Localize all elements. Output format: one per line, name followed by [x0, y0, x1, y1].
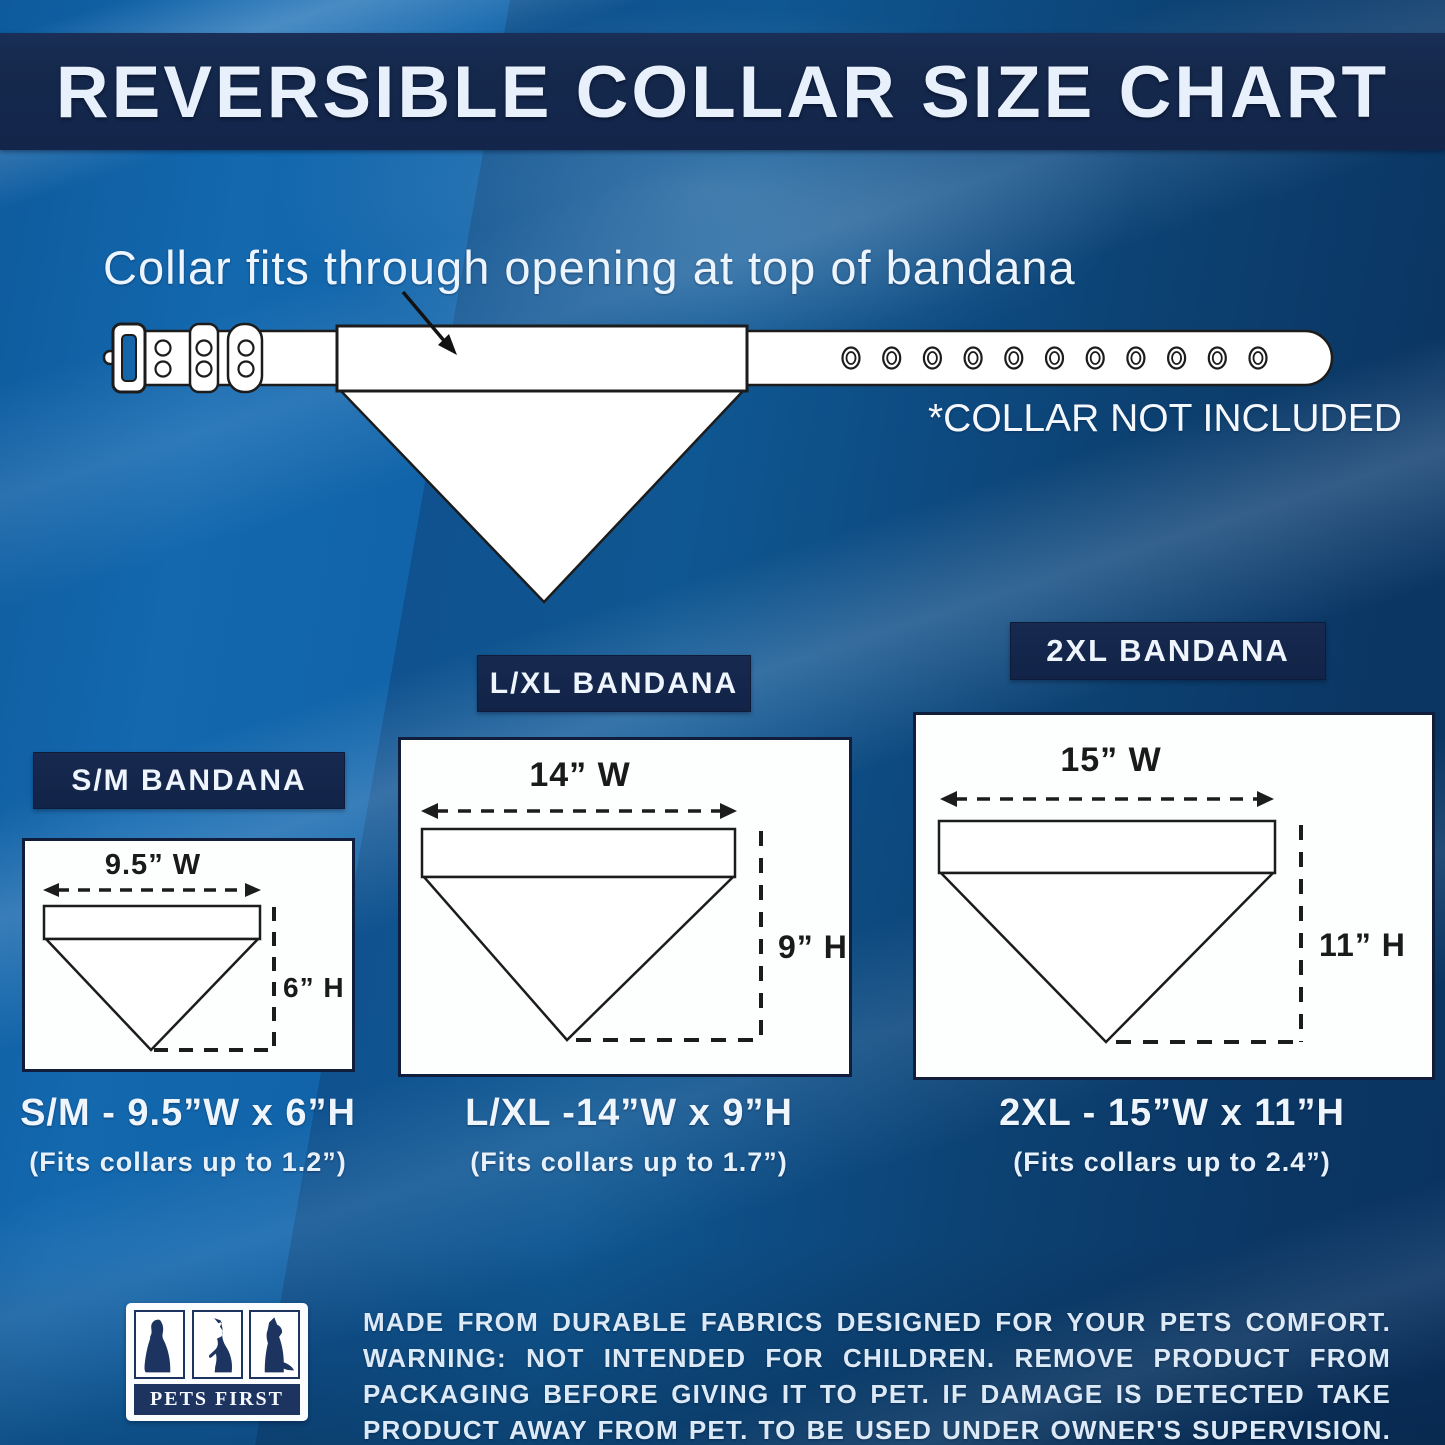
size-label-sm-text: S/M BANDANA [71, 763, 307, 797]
bandana-triangle [938, 871, 1276, 1044]
bandana-triangle [338, 389, 746, 604]
height-label-lxl: 9” H [778, 929, 848, 965]
size-label-lxl-text: L/XL BANDANA [489, 666, 739, 700]
pointer-arrow-icon [401, 290, 457, 355]
warning-line: PACKAGING BEFORE GIVING IT TO PET. IF DA… [363, 1379, 1391, 1409]
size-caption-sm: S/M - 9.5”W x 6”H [20, 1092, 356, 1134]
dog-silhouette-icon [208, 1318, 233, 1373]
dog-silhouette-icon [264, 1317, 294, 1373]
keeper-loop [226, 322, 264, 394]
logo-text-bar: PETS FIRST [134, 1384, 300, 1415]
arrowhead-right [245, 883, 261, 897]
logo-dog-frames [134, 1310, 300, 1379]
size-caption-2xl: 2XL - 15”W x 11”H [999, 1092, 1345, 1134]
size-diagram-2xl [937, 791, 1303, 1044]
size-label-2xl: 2XL BANDANA [1010, 622, 1326, 680]
collar-bandana-illustration [102, 290, 1334, 604]
bandana-triangle [421, 875, 737, 1042]
bandana-triangle [43, 937, 261, 1052]
size-fit-2xl: (Fits collars up to 2.4”) [1013, 1147, 1331, 1177]
dog-silhouette-icon [144, 1319, 170, 1373]
brand-logo: PETS FIRST [126, 1303, 308, 1421]
header-bar: REVERSIBLE COLLAR SIZE CHART [0, 33, 1445, 150]
warning-text: MADE FROM DURABLE FABRICS DESIGNED FOR Y… [363, 1304, 1391, 1445]
arrowhead-left [43, 883, 59, 897]
size-label-2xl-text: 2XL BANDANA [1046, 633, 1290, 668]
logo-frame [249, 1310, 300, 1379]
keeper-loop [188, 322, 220, 394]
collar-holes-right [841, 346, 1268, 370]
warning-line: MADE FROM DURABLE FABRICS DESIGNED FOR Y… [363, 1307, 1391, 1337]
height-label-2xl: 11” H [1319, 927, 1406, 963]
size-panel-2xl: 15” W 11” H [913, 712, 1435, 1080]
height-label-sm: 6” H [283, 972, 345, 1003]
arrowhead-right [1257, 791, 1274, 807]
warning-line: PRODUCT AWAY FROM PET. TO BE USED UNDER … [363, 1415, 1391, 1445]
collar-holes-left [154, 339, 255, 378]
logo-frame [191, 1310, 243, 1379]
size-fit-sm: (Fits collars up to 1.2”) [29, 1147, 347, 1177]
warning-line: WARNING: NOT INTENDED FOR CHILDREN. REMO… [363, 1343, 1391, 1373]
size-label-sm: S/M BANDANA [33, 752, 345, 809]
size-panel-lxl: 14” W 9” H [398, 737, 852, 1077]
size-panel-sm: 9.5” W 6” H [22, 838, 355, 1072]
width-label-lxl: 14” W [529, 756, 631, 794]
bandana-sleeve [42, 904, 262, 941]
arrowhead-right [720, 803, 737, 819]
arrowhead-left [421, 803, 438, 819]
width-label-2xl: 15” W [1060, 741, 1162, 779]
page-title: REVERSIBLE COLLAR SIZE CHART [55, 52, 1390, 133]
arrowhead-left [940, 791, 957, 807]
size-label-lxl: L/XL BANDANA [477, 655, 751, 712]
bandana-sleeve [335, 324, 749, 393]
logo-text: PETS FIRST [150, 1388, 284, 1410]
buckle-icon [111, 322, 147, 394]
width-label-sm: 9.5” W [104, 849, 202, 881]
size-diagram-sm [42, 883, 276, 1052]
bandana-sleeve [420, 827, 737, 879]
size-fit-lxl: (Fits collars up to 1.7”) [470, 1147, 788, 1177]
collar-not-included-note: *COLLAR NOT INCLUDED [928, 397, 1402, 440]
size-diagram-lxl [420, 803, 763, 1042]
size-caption-lxl: L/XL -14”W x 9”H [465, 1092, 793, 1134]
bandana-sleeve [937, 819, 1277, 875]
logo-frame [134, 1310, 185, 1379]
collar-caption: Collar fits through opening at top of ba… [103, 241, 1076, 294]
